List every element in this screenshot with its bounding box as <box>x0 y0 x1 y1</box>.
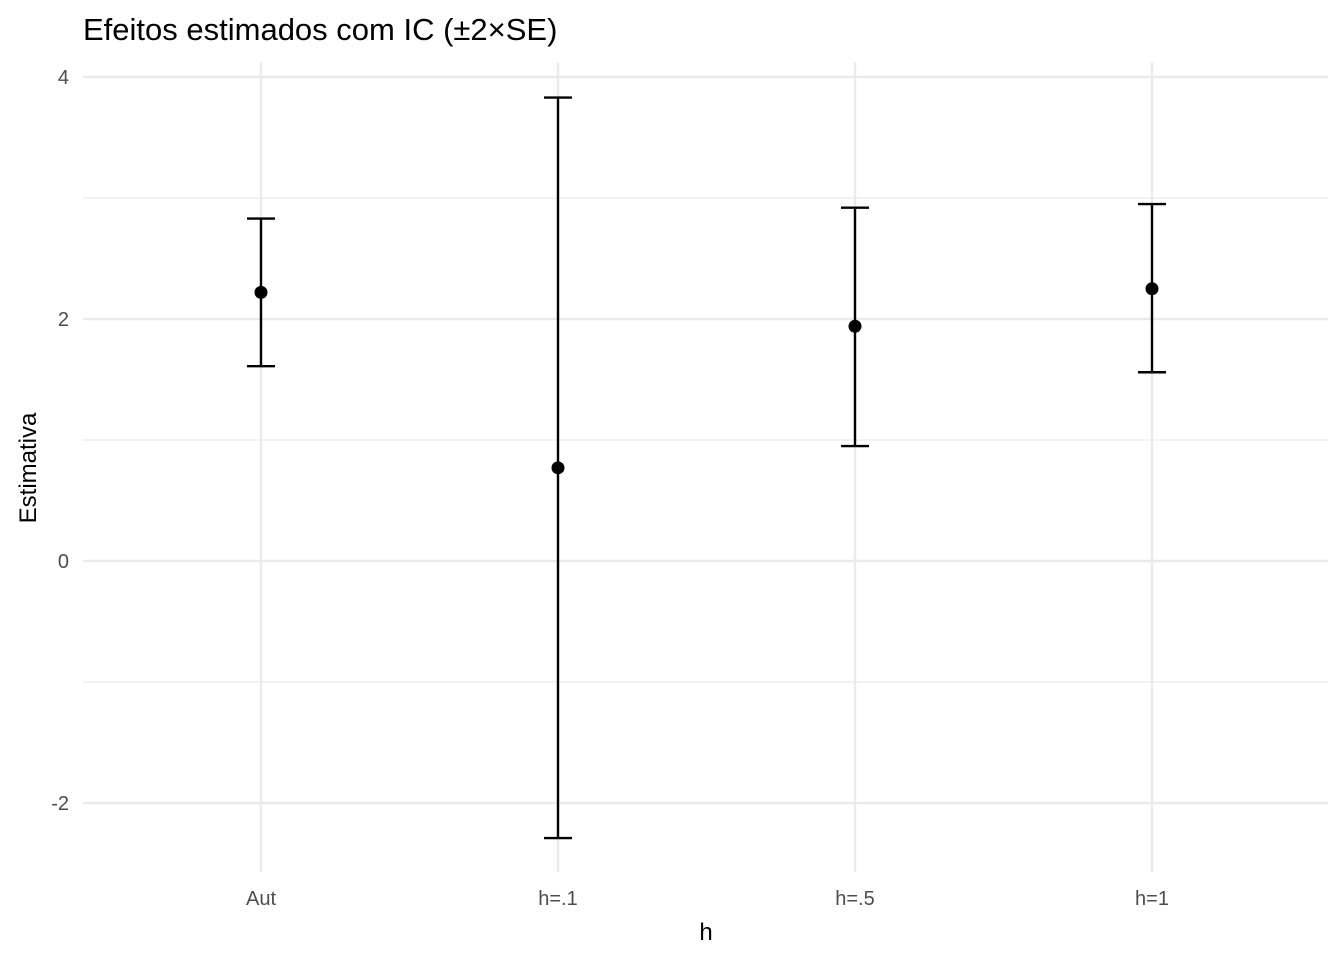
x-axis-ticks: Aut h=.1 h=.5 h=1 <box>246 888 1169 910</box>
estimate-point <box>254 285 268 299</box>
y-tick-label: -2 <box>51 793 69 815</box>
y-tick-label: 4 <box>58 67 69 89</box>
gridlines <box>83 62 1328 872</box>
chart-title: Efeitos estimados com IC (±2×SE) <box>83 12 557 47</box>
estimate-point <box>848 319 862 333</box>
x-tick-label: Aut <box>246 888 276 910</box>
x-axis-title: h <box>699 919 712 946</box>
y-tick-label: 0 <box>58 551 69 573</box>
error-bars <box>247 96 1166 840</box>
x-tick-label: h=.5 <box>835 888 874 910</box>
y-axis-ticks: -2 0 2 4 <box>51 67 69 815</box>
y-tick-label: 2 <box>58 309 69 331</box>
estimate-point <box>551 461 565 475</box>
x-tick-label: h=1 <box>1135 888 1169 910</box>
y-axis-title: Estimativa <box>15 412 42 523</box>
estimate-point <box>1145 282 1159 296</box>
x-tick-label: h=.1 <box>538 888 577 910</box>
estimate-points <box>254 282 1159 475</box>
